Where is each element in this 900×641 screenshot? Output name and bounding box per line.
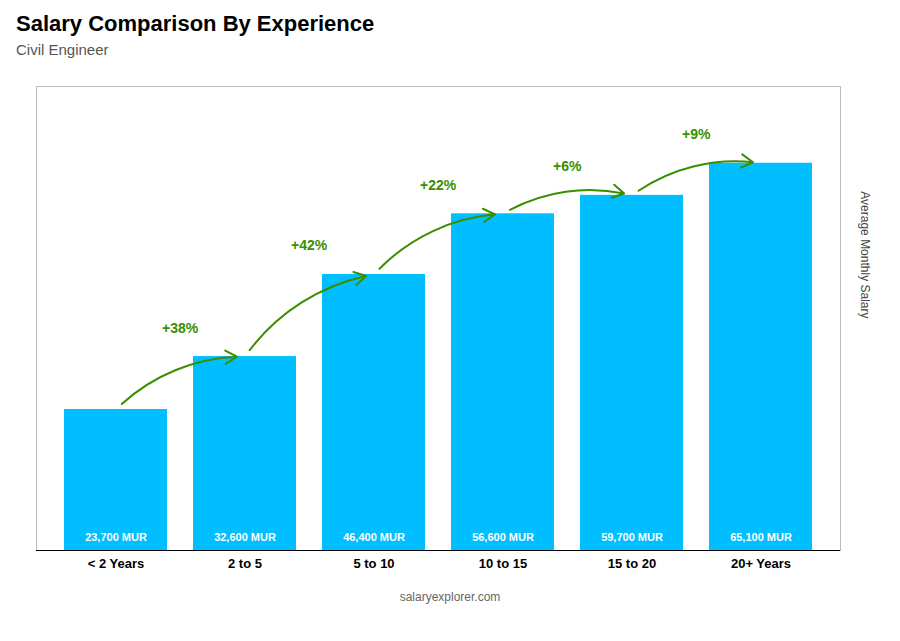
html-text:Civil Engineer: Civil Engineer	[16, 41, 109, 58]
svg-text:65,100 MUR: 65,100 MUR	[730, 531, 792, 543]
svg-text:23,700 MUR: 23,700 MUR	[85, 531, 147, 543]
svg-text:59,700 MUR: 59,700 MUR	[601, 531, 663, 543]
svg-text:15 to 20: 15 to 20	[608, 556, 656, 571]
svg-text:46,400 MUR: 46,400 MUR	[343, 531, 405, 543]
svg-text:+9%: +9%	[682, 126, 711, 142]
html-text:Salary Comparison By Experienc: Salary Comparison By Experience	[16, 11, 375, 36]
svg-text:+38%: +38%	[162, 320, 199, 336]
svg-text:2 to 5: 2 to 5	[228, 556, 262, 571]
svg-text:56,600 MUR: 56,600 MUR	[472, 531, 534, 543]
svg-text:+6%: +6%	[553, 158, 582, 174]
html-text:salaryexplorer.com: salaryexplorer.com	[399, 590, 501, 604]
svg-text:32,600 MUR: 32,600 MUR	[214, 531, 276, 543]
svg-text:< 2 Years: < 2 Years	[88, 556, 145, 571]
svg-text:+42%: +42%	[291, 237, 328, 253]
svg-text:Average Monthly Salary: Average Monthly Salary	[858, 191, 872, 318]
svg-text:10 to 15: 10 to 15	[479, 556, 527, 571]
svg-text:20+ Years: 20+ Years	[731, 556, 791, 571]
svg-text:5 to 10: 5 to 10	[353, 556, 394, 571]
svg-text:+22%: +22%	[420, 177, 457, 193]
